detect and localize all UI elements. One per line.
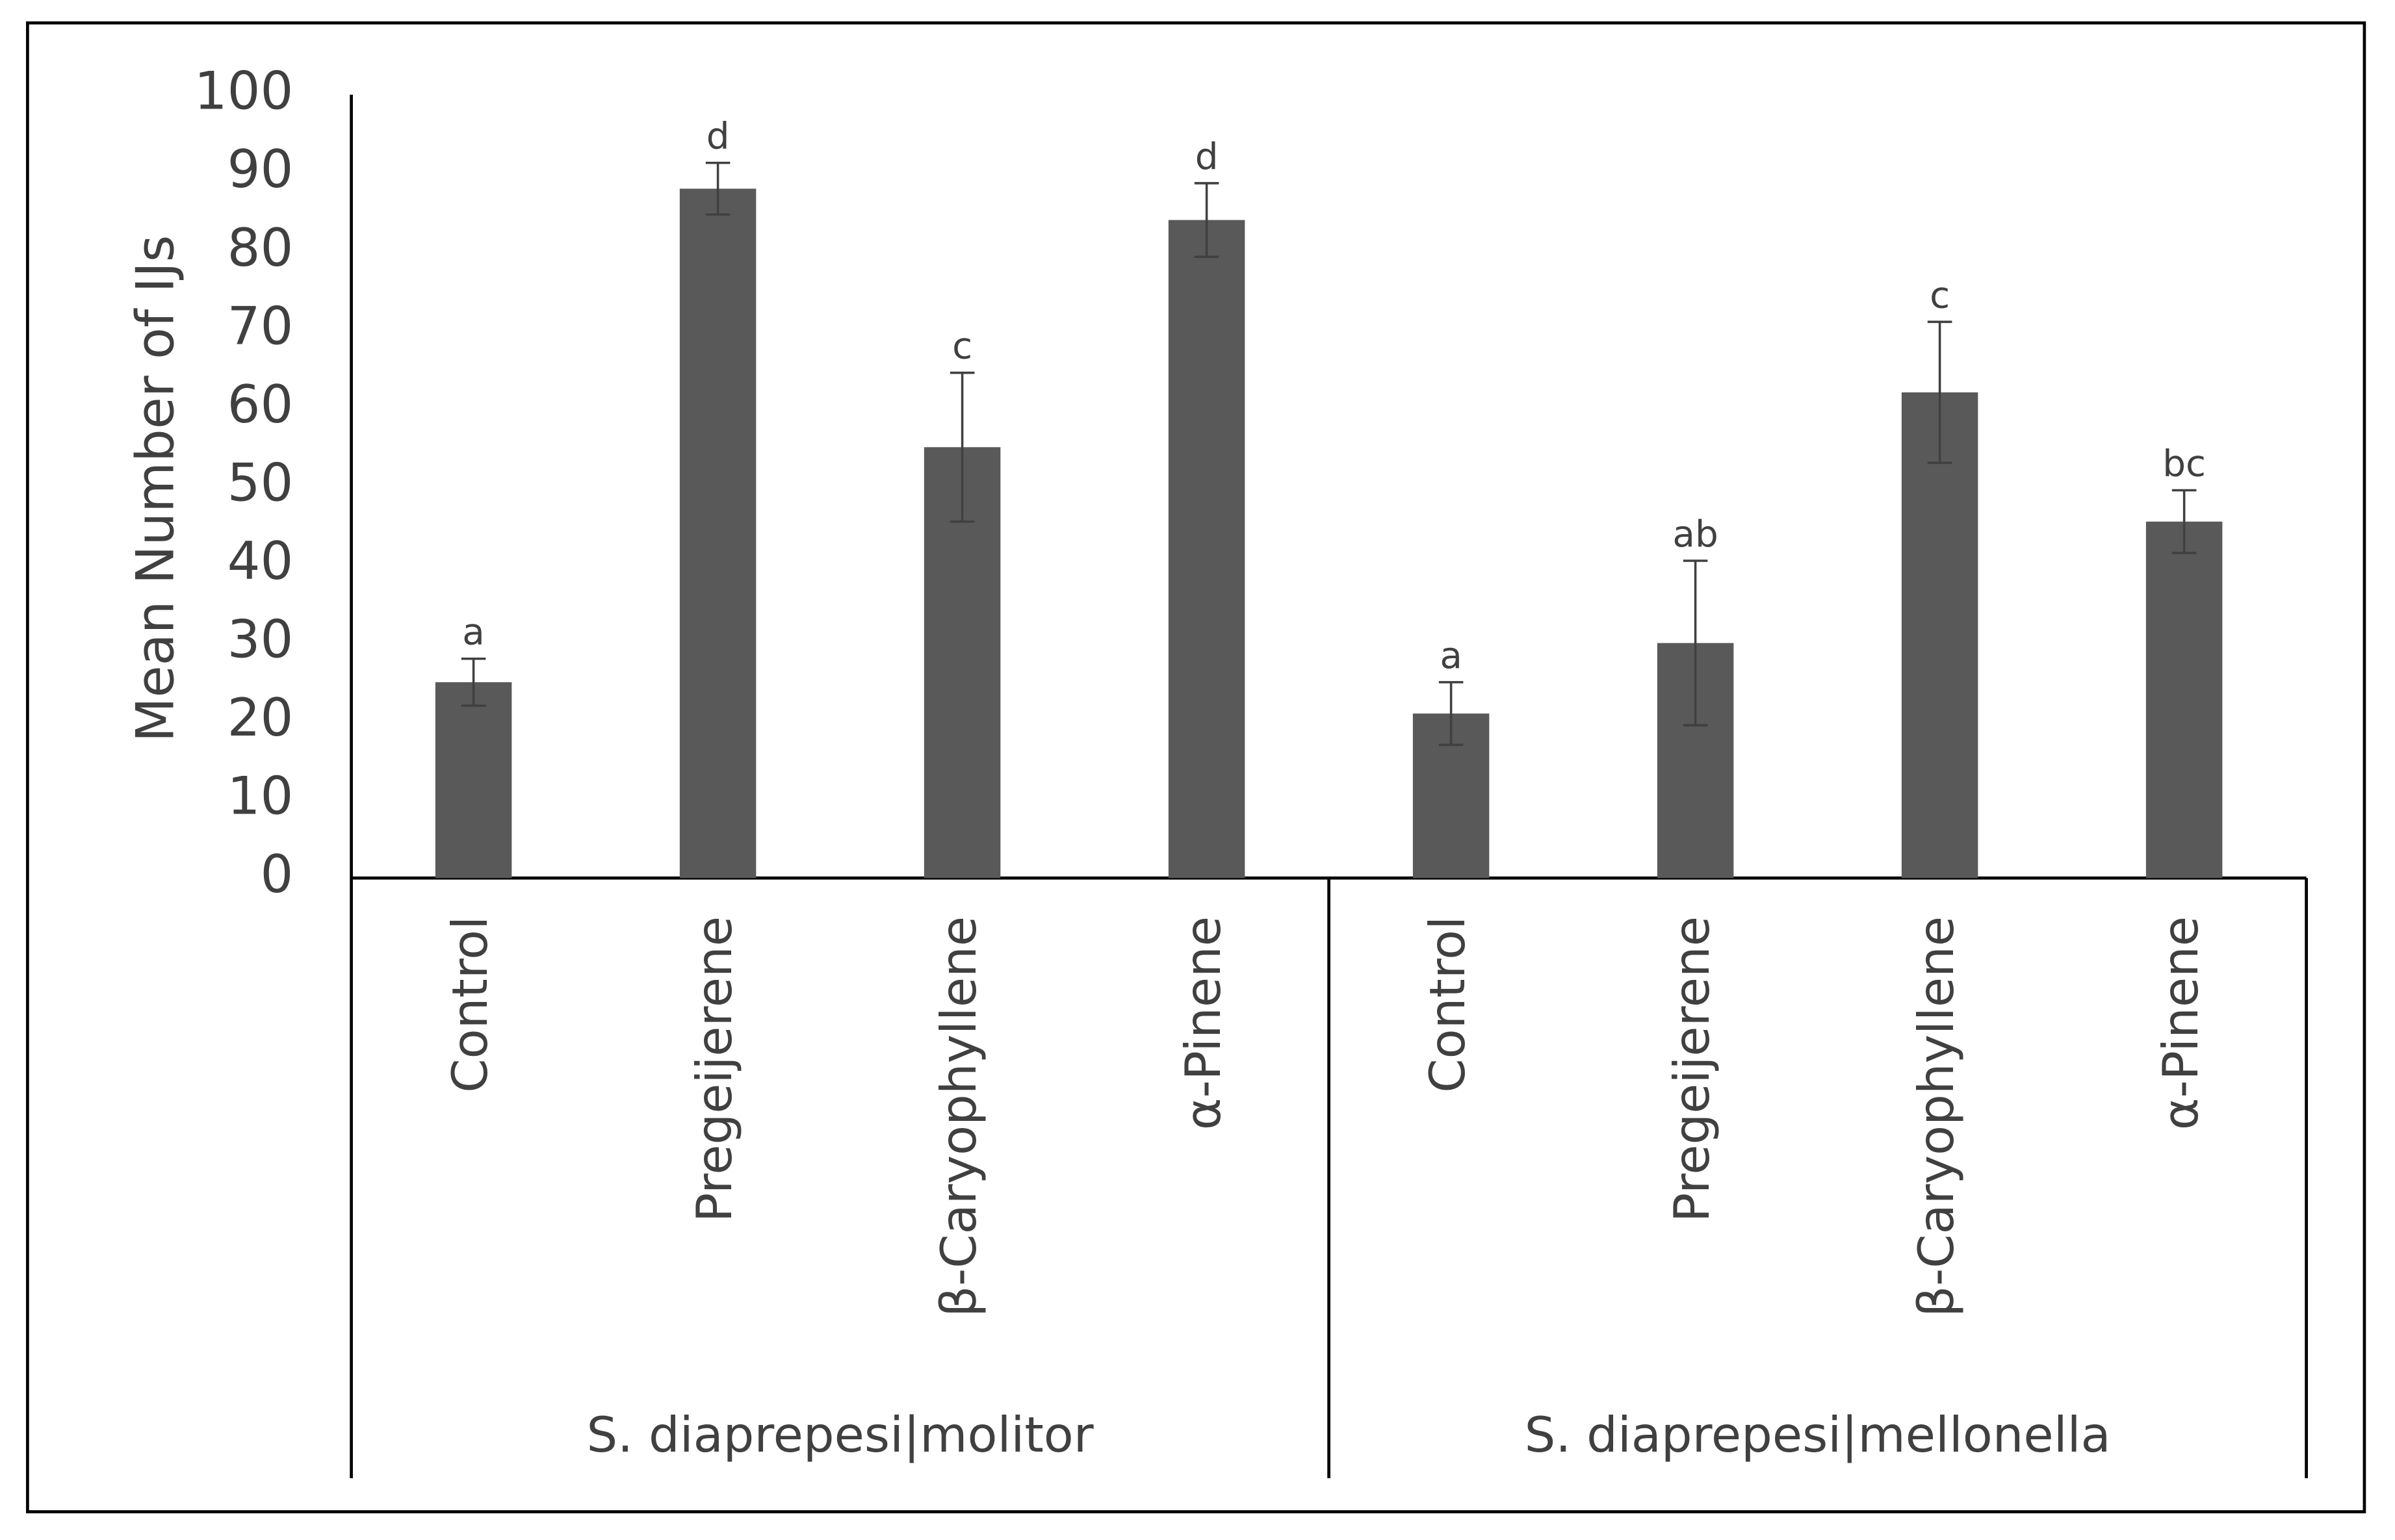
y-tick-label: 50 — [227, 452, 294, 513]
significance-label: c — [952, 326, 972, 368]
x-tick-label: Pregeijerene — [1663, 916, 1720, 1222]
y-tick-label: 60 — [227, 374, 294, 435]
group-label: S. diaprepesi|molitor — [586, 1406, 1093, 1463]
x-tick-label: β-Caryophyllene — [1908, 916, 1965, 1317]
x-tick-label: α-Pinene — [1174, 916, 1232, 1130]
significance-label: bc — [2162, 443, 2206, 485]
group-label: S. diaprepesi|mellonella — [1525, 1406, 2111, 1463]
x-tick-label: Pregeijerene — [686, 916, 743, 1222]
y-tick-label: 0 — [260, 844, 293, 905]
bar — [435, 682, 512, 879]
x-tick-label: Control — [441, 916, 498, 1093]
bar — [2145, 521, 2223, 879]
bar — [679, 188, 757, 879]
significance-label: d — [1195, 136, 1219, 178]
significance-label: a — [462, 611, 485, 654]
significance-label: d — [706, 116, 730, 158]
y-tick-label: 70 — [227, 296, 294, 356]
y-tick-label: 80 — [227, 218, 294, 278]
y-tick-label: 20 — [227, 687, 294, 748]
significance-label: a — [1440, 635, 1462, 677]
y-tick-label: 30 — [227, 610, 294, 670]
x-tick-label: β-Caryophyllene — [930, 916, 987, 1317]
y-tick-label: 10 — [227, 766, 294, 827]
frame — [26, 21, 2366, 1513]
y-tick-label: 90 — [227, 139, 294, 199]
significance-label: c — [1930, 274, 1950, 316]
x-tick-label: Control — [1419, 916, 1476, 1093]
significance-label: ab — [1672, 513, 1718, 556]
y-tick-label: 100 — [194, 61, 294, 122]
y-tick-label: 40 — [227, 531, 294, 591]
x-tick-label: α-Pinene — [2152, 916, 2209, 1130]
y-axis-title: Mean Number of IJs — [125, 235, 185, 743]
bar — [1901, 392, 1978, 879]
bar — [1168, 220, 1245, 879]
